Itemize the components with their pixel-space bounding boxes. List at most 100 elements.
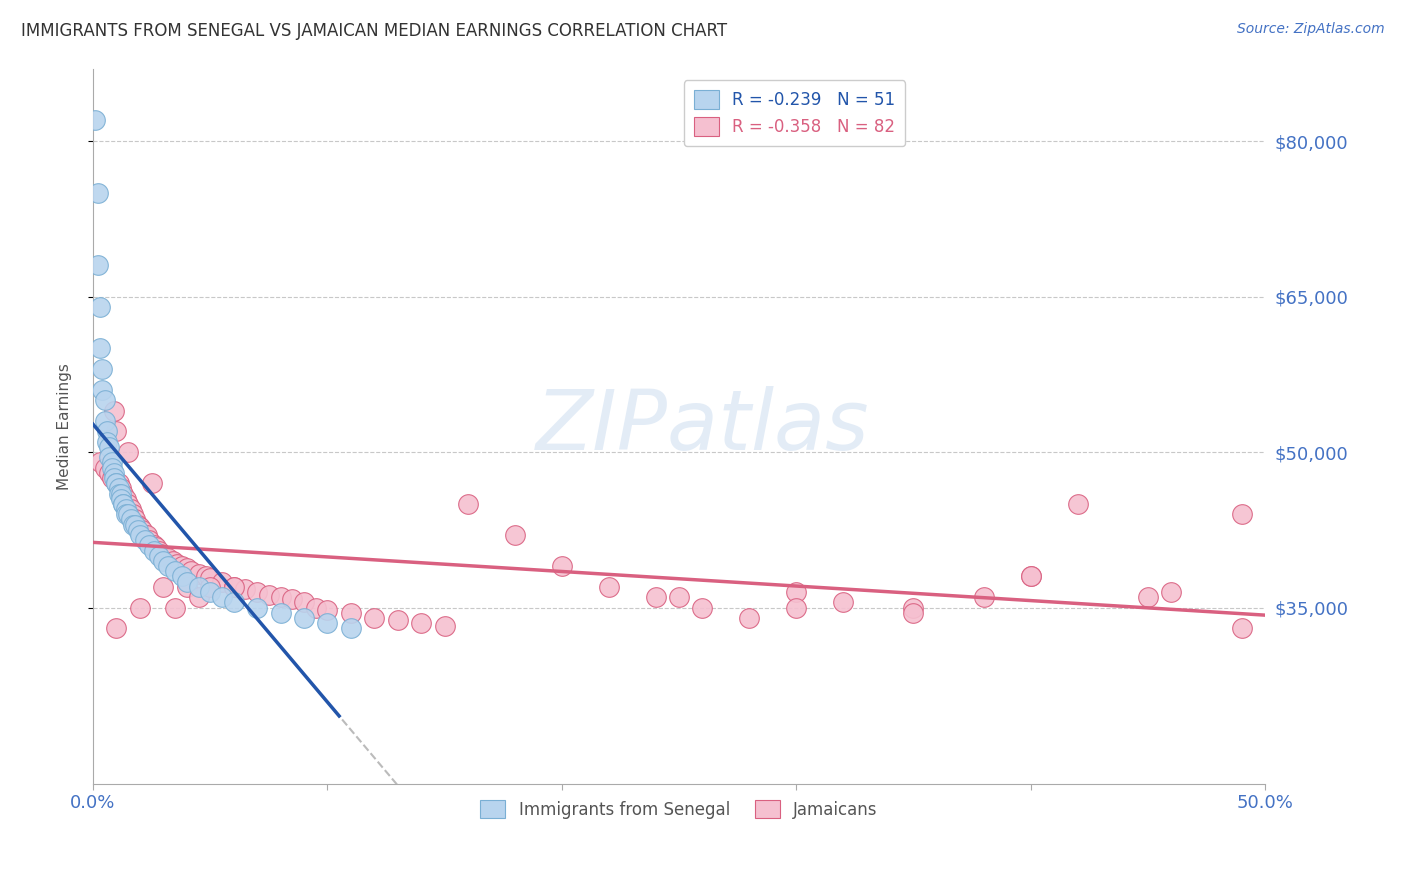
Point bbox=[107, 486, 129, 500]
Text: IMMIGRANTS FROM SENEGAL VS JAMAICAN MEDIAN EARNINGS CORRELATION CHART: IMMIGRANTS FROM SENEGAL VS JAMAICAN MEDI… bbox=[21, 22, 727, 40]
Point bbox=[180, 564, 202, 578]
Point bbox=[1019, 569, 1042, 583]
Point bbox=[117, 445, 139, 459]
Point bbox=[93, 393, 115, 408]
Point bbox=[152, 580, 174, 594]
Point bbox=[91, 362, 114, 376]
Point bbox=[112, 486, 135, 500]
Point bbox=[176, 574, 198, 589]
Point bbox=[103, 403, 125, 417]
Point bbox=[93, 460, 115, 475]
Point bbox=[411, 616, 433, 631]
Point bbox=[134, 528, 156, 542]
Point bbox=[222, 580, 245, 594]
Point bbox=[100, 455, 122, 469]
Point bbox=[107, 476, 129, 491]
Point bbox=[86, 186, 108, 200]
Point bbox=[246, 600, 269, 615]
Point bbox=[105, 425, 128, 439]
Point bbox=[387, 613, 409, 627]
Point bbox=[903, 606, 925, 620]
Point bbox=[121, 517, 143, 532]
Point bbox=[235, 582, 257, 596]
Point bbox=[96, 434, 118, 449]
Point bbox=[145, 541, 167, 555]
Point bbox=[98, 440, 121, 454]
Point bbox=[194, 569, 217, 583]
Point bbox=[138, 538, 160, 552]
Point bbox=[103, 471, 125, 485]
Legend: Immigrants from Senegal, Jamaicans: Immigrants from Senegal, Jamaicans bbox=[474, 794, 884, 825]
Point bbox=[152, 549, 174, 563]
Point bbox=[143, 543, 166, 558]
Point bbox=[187, 580, 209, 594]
Point bbox=[1160, 585, 1182, 599]
Point bbox=[91, 383, 114, 397]
Point bbox=[117, 507, 139, 521]
Point bbox=[114, 507, 136, 521]
Point bbox=[127, 517, 149, 532]
Point bbox=[551, 559, 574, 574]
Point bbox=[1136, 590, 1159, 604]
Point bbox=[105, 476, 128, 491]
Point bbox=[340, 621, 363, 635]
Point bbox=[107, 481, 129, 495]
Point bbox=[1230, 507, 1253, 521]
Point bbox=[157, 559, 180, 574]
Point bbox=[124, 517, 146, 532]
Point bbox=[1019, 569, 1042, 583]
Point bbox=[117, 497, 139, 511]
Point bbox=[903, 600, 925, 615]
Point bbox=[281, 592, 304, 607]
Point bbox=[148, 549, 170, 563]
Point bbox=[150, 547, 173, 561]
Point bbox=[114, 502, 136, 516]
Point bbox=[165, 564, 187, 578]
Point bbox=[89, 455, 111, 469]
Point bbox=[176, 561, 198, 575]
Point bbox=[785, 600, 807, 615]
Point bbox=[292, 595, 315, 609]
Point bbox=[134, 533, 156, 548]
Point bbox=[165, 600, 187, 615]
Point bbox=[738, 611, 761, 625]
Point bbox=[105, 621, 128, 635]
Point bbox=[100, 460, 122, 475]
Point bbox=[112, 497, 135, 511]
Point bbox=[785, 585, 807, 599]
Point bbox=[200, 585, 222, 599]
Point bbox=[200, 580, 222, 594]
Point bbox=[143, 538, 166, 552]
Point bbox=[211, 574, 233, 589]
Point bbox=[128, 519, 150, 533]
Point bbox=[117, 507, 139, 521]
Point bbox=[644, 590, 666, 604]
Point bbox=[141, 476, 163, 491]
Point bbox=[162, 554, 184, 568]
Point bbox=[598, 580, 620, 594]
Point bbox=[103, 466, 125, 480]
Point bbox=[105, 476, 128, 491]
Y-axis label: Median Earnings: Median Earnings bbox=[58, 363, 72, 490]
Point bbox=[128, 528, 150, 542]
Point bbox=[176, 580, 198, 594]
Point bbox=[270, 606, 292, 620]
Point bbox=[340, 606, 363, 620]
Point bbox=[110, 491, 132, 506]
Point bbox=[96, 425, 118, 439]
Point bbox=[172, 559, 194, 574]
Point bbox=[187, 590, 209, 604]
Point bbox=[668, 590, 690, 604]
Point bbox=[98, 466, 121, 480]
Point bbox=[305, 600, 328, 615]
Point bbox=[172, 569, 194, 583]
Point bbox=[131, 523, 153, 537]
Point bbox=[128, 600, 150, 615]
Point bbox=[89, 342, 111, 356]
Point bbox=[157, 550, 180, 565]
Text: Source: ZipAtlas.com: Source: ZipAtlas.com bbox=[1237, 22, 1385, 37]
Point bbox=[124, 512, 146, 526]
Point bbox=[1230, 621, 1253, 635]
Point bbox=[1066, 497, 1088, 511]
Point bbox=[148, 543, 170, 558]
